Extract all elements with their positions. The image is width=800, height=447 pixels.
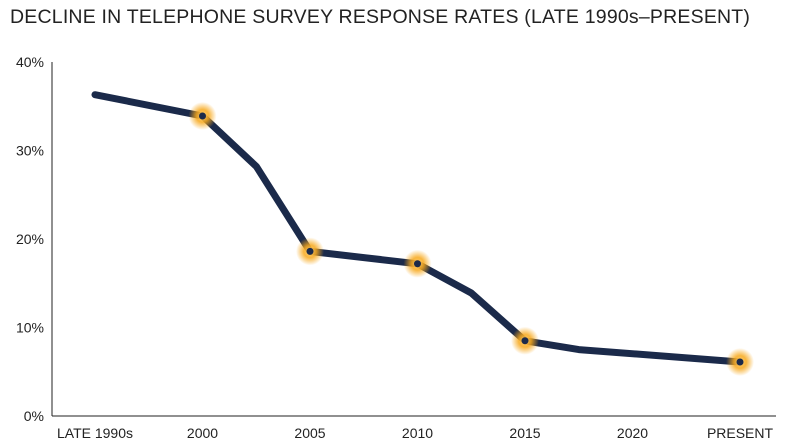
y-tick-label: 40% — [16, 54, 44, 70]
chart-title: DECLINE IN TELEPHONE SURVEY RESPONSE RAT… — [10, 6, 751, 28]
y-tick-label: 30% — [16, 143, 44, 159]
data-point — [306, 247, 314, 255]
x-tick-label: 2020 — [617, 425, 648, 441]
x-tick-label: 2015 — [509, 425, 540, 441]
x-tick-label: 2005 — [294, 425, 325, 441]
x-tick-label: 2010 — [402, 425, 433, 441]
x-tick-label: PRESENT — [707, 425, 774, 441]
data-point — [521, 337, 529, 345]
data-point — [414, 260, 421, 268]
x-tick-label: 2000 — [187, 425, 218, 441]
x-tick-label: LATE 1990s — [57, 425, 133, 441]
y-tick-label: 20% — [16, 231, 44, 247]
data-point — [736, 358, 744, 366]
data-point — [199, 112, 206, 120]
y-tick-label: 0% — [24, 408, 44, 424]
y-tick-label: 10% — [16, 320, 44, 336]
series-line — [91, 91, 744, 366]
